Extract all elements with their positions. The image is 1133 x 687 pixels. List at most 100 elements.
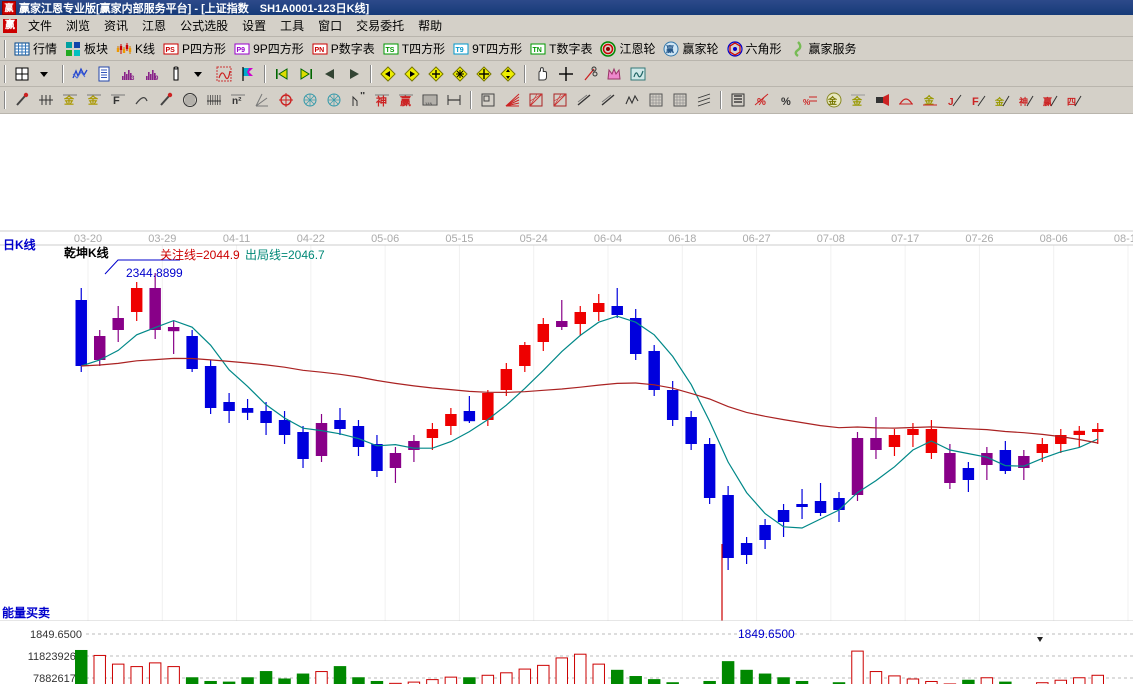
toolbar-button-zigzag-icon[interactable] xyxy=(621,90,643,110)
toolbar-button-t9-square-icon[interactable]: T9 9T四方形 xyxy=(450,39,525,59)
toolbar-button-diamond-plus-icon[interactable] xyxy=(425,64,447,84)
toolbar-button-scribble-red-icon[interactable] xyxy=(213,64,235,84)
menu-item-8[interactable]: 交易委托 xyxy=(356,19,405,33)
toolbar-button-diamond-left-icon[interactable] xyxy=(377,64,399,84)
menu-item-0[interactable]: 文件 xyxy=(28,19,53,33)
toolbar-button-gold-red-icon[interactable]: 金 xyxy=(919,90,941,110)
toolbar-button-quote-lines-icon[interactable]: " xyxy=(347,90,369,110)
toolbar-button-pen2-icon[interactable] xyxy=(155,90,177,110)
chart-canvas[interactable]: 03-20 03-29 04-11 04-22 05-06 05-15 05-24 06-04… xyxy=(0,114,1133,684)
menu-item-7[interactable]: 窗口 xyxy=(318,19,343,33)
toolbar-button-lines3-icon[interactable] xyxy=(693,90,715,110)
toolbar-button-ps-square-icon[interactable]: PS P四方形 xyxy=(160,39,229,59)
toolbar-button-grid2-icon[interactable] xyxy=(669,90,691,110)
toolbar-button-cylinder-icon[interactable] xyxy=(165,64,187,84)
toolbar-button-hexagon-icon[interactable]: 六角形 xyxy=(724,39,785,59)
toolbar-button-percent-line-icon[interactable]: % xyxy=(799,90,821,110)
toolbar-button-arrows-icon[interactable] xyxy=(443,90,465,110)
toolbar-button-target-icon[interactable] xyxy=(275,90,297,110)
toolbar-button-slash-icon[interactable] xyxy=(573,90,595,110)
toolbar-button-histogram-9-icon[interactable]: 9 xyxy=(141,64,163,84)
toolbar-button-fork-icon[interactable] xyxy=(35,90,57,110)
toolbar-button-grid1-icon[interactable] xyxy=(645,90,667,110)
toolbar-button-winner-service-icon[interactable]: 赢家服务 xyxy=(787,39,860,59)
toolbar-button-grid-quote-icon[interactable]: 行情 xyxy=(11,39,60,59)
toolbar-button-histogram-3-icon[interactable]: 3 xyxy=(117,64,139,84)
x-axis-tick-7: 06-04 xyxy=(594,233,622,245)
menu-item-2[interactable]: 资讯 xyxy=(104,19,129,33)
toolbar-button-diamond-cross-icon[interactable] xyxy=(473,64,495,84)
toolbar-button-tn-table-icon[interactable]: TN T数字表 xyxy=(527,39,595,59)
menu-item-5[interactable]: 设置 xyxy=(242,19,267,33)
toolbar-button-ts-square-icon[interactable]: TS T四方形 xyxy=(380,39,448,59)
chart-area[interactable]: 03-20 03-29 04-11 04-22 05-06 05-15 05-24 06-04… xyxy=(0,114,1133,684)
toolbar-button-f-lines-icon[interactable]: F xyxy=(107,90,129,110)
toolbar-button-gold-fan-icon[interactable]: 金 xyxy=(59,90,81,110)
toolbar-button-j-slash-icon[interactable]: J xyxy=(943,90,965,110)
toolbar-button-kline-icon[interactable]: K线 xyxy=(113,39,158,59)
toolbar-button-frame-icon[interactable] xyxy=(477,90,499,110)
menu-item-1[interactable]: 浏览 xyxy=(66,19,91,33)
toolbar-button-brain-icon[interactable] xyxy=(627,64,649,84)
toolbar-button-pen-icon[interactable] xyxy=(11,90,33,110)
toolbar-button-prev-icon[interactable] xyxy=(319,64,341,84)
toolbar-button-percent-red-icon[interactable]: % xyxy=(751,90,773,110)
toolbar-button-gold-circle-icon[interactable]: 金 xyxy=(823,90,845,110)
toolbar-button-red-box-icon[interactable] xyxy=(525,90,547,110)
red-box-icon xyxy=(528,92,544,108)
toolbar-button-diamond-star-icon[interactable] xyxy=(449,64,471,84)
toolbar-button-cut-icon[interactable] xyxy=(579,64,601,84)
toolbar-button-f-slash-icon[interactable]: F xyxy=(967,90,989,110)
toolbar-button-gold-lines-icon[interactable]: 金 xyxy=(847,90,869,110)
toolbar-button-percent-icon[interactable]: % xyxy=(775,90,797,110)
toolbar-button-spider-icon[interactable] xyxy=(323,90,345,110)
toolbar-button-gann-wheel-icon[interactable]: 江恩轮 xyxy=(597,39,658,59)
toolbar-button-diamond-updown-icon[interactable] xyxy=(497,64,519,84)
toolbar-button-ying-icon[interactable]: 赢 xyxy=(395,90,417,110)
menu-item-4[interactable]: 公式选股 xyxy=(180,19,229,33)
toolbar-button-pn-table-icon[interactable]: PN P数字表 xyxy=(309,39,378,59)
toolbar-button-wave-blue-icon[interactable] xyxy=(69,64,91,84)
toolbar-button-first-page-icon[interactable] xyxy=(271,64,293,84)
toolbar-button-bars-icon[interactable] xyxy=(727,90,749,110)
toolbar-button-diamond-right-icon[interactable] xyxy=(401,64,423,84)
toolbar-button-blocks-icon[interactable]: 板块 xyxy=(62,39,111,59)
toolbar-button-dropdown-arrow-icon[interactable] xyxy=(35,64,57,84)
toolbar-button-hand-icon[interactable] xyxy=(531,64,553,84)
toolbar-button-ying-slash-icon[interactable]: 赢 xyxy=(1039,90,1061,110)
toolbar-button-circle-grid-icon[interactable] xyxy=(179,90,201,110)
toolbar-button-flag-icon[interactable] xyxy=(237,64,259,84)
toolbar-button-red-fan-icon[interactable] xyxy=(501,90,523,110)
toolbar-button-si-slash-icon[interactable]: 四 xyxy=(1063,90,1085,110)
toolbar-button-slash2-icon[interactable] xyxy=(597,90,619,110)
volume-bar-45 xyxy=(906,678,920,684)
toolbar-button-shen-icon[interactable]: 神 xyxy=(371,90,393,110)
toolbar-button-red-box2-icon[interactable] xyxy=(549,90,571,110)
toolbar-button-winner-wheel-icon[interactable]: 赢赢家轮 xyxy=(660,39,721,59)
toolbar-button-comb-icon[interactable] xyxy=(203,90,225,110)
svg-text:PN: PN xyxy=(314,47,324,54)
toolbar-button-curve-icon[interactable] xyxy=(131,90,153,110)
toolbar-button-clipboard-icon[interactable] xyxy=(93,64,115,84)
toolbar-button-n2-icon[interactable]: n² xyxy=(227,90,249,110)
menu-item-3[interactable]: 江恩 xyxy=(142,19,167,33)
toolbar-button-crown-icon[interactable] xyxy=(603,64,625,84)
toolbar-button-angle-icon[interactable] xyxy=(251,90,273,110)
menu-item-9[interactable]: 帮助 xyxy=(418,19,443,33)
toolbar-button-gold-slash-icon[interactable]: 金 xyxy=(991,90,1013,110)
toolbar-button-red-arc-icon[interactable] xyxy=(895,90,917,110)
menu-item-6[interactable]: 工具 xyxy=(280,19,305,33)
target-icon xyxy=(278,92,294,108)
toolbar-button-crosshair-icon[interactable] xyxy=(555,64,577,84)
toolbar-button-calendar-period-icon[interactable] xyxy=(11,64,33,84)
toolbar-button-last-page-icon[interactable] xyxy=(295,64,317,84)
toolbar-button-dropdown-arrow2-icon[interactable] xyxy=(189,64,211,84)
toolbar-button-star-grid-icon[interactable] xyxy=(299,90,321,110)
toolbar-button-paint-icon[interactable] xyxy=(871,90,893,110)
toolbar-button-p9-square-icon[interactable]: P9 9P四方形 xyxy=(231,39,307,59)
toolbar-button-ladder-icon[interactable]: 123 xyxy=(419,90,441,110)
toolbar-button-next-icon[interactable] xyxy=(343,64,365,84)
svg-text:金: 金 xyxy=(63,94,75,107)
toolbar-button-shen-slash-icon[interactable]: 神 xyxy=(1015,90,1037,110)
toolbar-button-gold-fan2-icon[interactable]: 金 xyxy=(83,90,105,110)
